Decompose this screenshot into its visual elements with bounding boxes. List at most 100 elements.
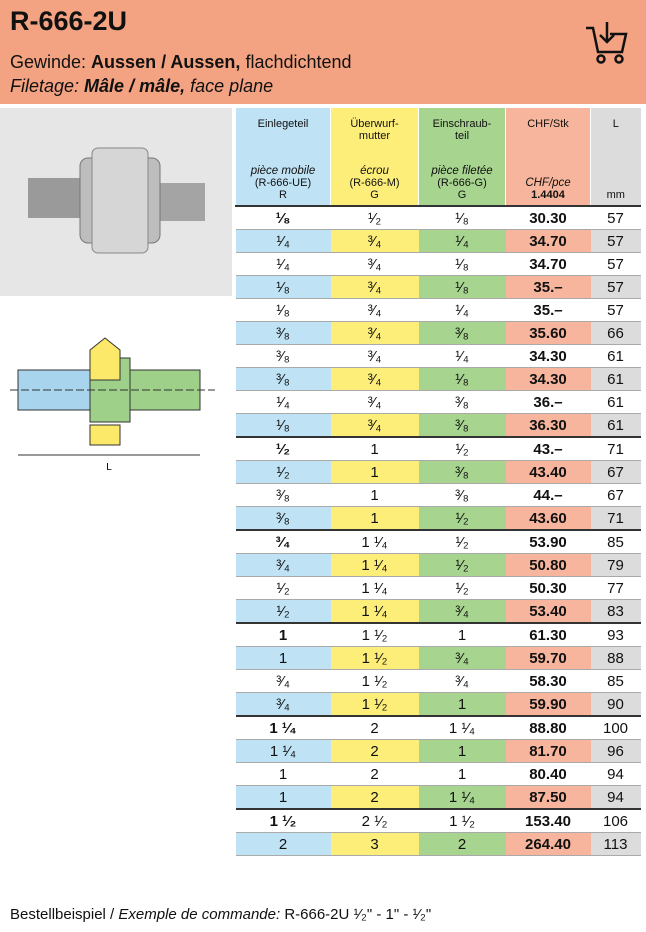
subtitle-de: Gewinde: Aussen / Aussen, flachdichtend: [10, 52, 352, 73]
table-cell: ³⁄₄: [418, 669, 506, 693]
text: R-666-2U: [280, 906, 354, 923]
table-cell: ³⁄₄: [330, 390, 419, 414]
text: Filetage:: [10, 76, 85, 96]
table-cell: 59.70: [505, 646, 591, 670]
column-unit: G: [370, 189, 379, 201]
table-cell: 36.30: [505, 413, 591, 438]
table-cell: 106: [590, 808, 641, 833]
table-cell: 1: [235, 622, 331, 647]
table-row: 2 3 2 264.40 113: [235, 832, 641, 856]
table-cell: 94: [590, 785, 641, 810]
table-cell: 57: [590, 252, 641, 276]
table-cell: ¹⁄₂: [235, 460, 331, 484]
header-bottom: pièce filetée (R-666-G) G: [420, 165, 506, 201]
column-title: L: [612, 118, 619, 130]
table-cell: ³⁄₄: [330, 298, 419, 322]
table-cell: ³⁄₄: [330, 321, 419, 345]
table-cell: 58.30: [505, 669, 591, 693]
table-cell: ³⁄₄: [330, 344, 419, 368]
text: Aussen / Aussen,: [91, 52, 241, 72]
table-cell: 35.60: [505, 321, 591, 345]
table-cell: 80.40: [505, 762, 591, 786]
table-row: ³⁄₄ 1 ¹⁄₂ ³⁄₄ 58.30 85: [235, 669, 641, 693]
table-cell: 35.–: [505, 298, 591, 322]
table-cell: 50.30: [505, 576, 591, 600]
table-cell: 1: [418, 692, 506, 717]
table-cell: 1: [330, 436, 419, 461]
text: Mâle / mâle,: [84, 76, 186, 96]
table-cell: 264.40: [505, 832, 591, 856]
header-top: CHF/Stk: [507, 118, 591, 130]
table-cell: ³⁄₈: [418, 390, 506, 414]
table-cell: 44.–: [505, 483, 591, 507]
header-cell: CHF/Stk CHF/pce 1.4404: [507, 108, 591, 205]
table-cell: ³⁄₈: [235, 321, 331, 345]
table-cell: ³⁄₄: [330, 252, 419, 276]
table-cell: 2: [330, 785, 419, 810]
table-cell: 3: [330, 832, 419, 856]
table-cell: ¹⁄₂: [418, 553, 506, 577]
table-cell: 93: [590, 622, 641, 647]
cart-icon[interactable]: [584, 18, 628, 66]
table-row: ¹⁄₂ 1 ¹⁄₄ ¹⁄₂ 50.30 77: [235, 576, 641, 600]
table-row: ¹⁄₈ ¹⁄₂ ¹⁄₈ 30.30 57: [235, 205, 641, 230]
column-subtitle: pièce filetée: [431, 165, 493, 177]
table-cell: 94: [590, 762, 641, 786]
table-row: ¹⁄₂ 1 ³⁄₈ 43.40 67: [235, 460, 641, 484]
table-cell: 1 ¹⁄₄: [418, 715, 506, 740]
table-cell: 50.80: [505, 553, 591, 577]
header-top: Einschraub- teil: [420, 118, 506, 142]
table-cell: 1 ¹⁄₄: [330, 576, 419, 600]
table-cell: 1 ¹⁄₂: [330, 622, 419, 647]
table-cell: 83: [590, 599, 641, 624]
table-cell: 1: [418, 622, 506, 647]
table-cell: ³⁄₈: [235, 344, 331, 368]
table-cell: 1 ¹⁄₂: [330, 669, 419, 693]
table-cell: ³⁄₄: [330, 367, 419, 391]
table-cell: 88: [590, 646, 641, 670]
table-cell: 1 ¹⁄₂: [235, 808, 331, 833]
table-cell: ³⁄₄: [235, 529, 331, 554]
table-cell: 1 ¹⁄₄: [235, 715, 331, 740]
table-cell: 1: [418, 762, 506, 786]
table-cell: ³⁄₈: [418, 483, 506, 507]
table-cell: 1: [235, 762, 331, 786]
column-code: (R-666-M): [349, 177, 400, 189]
table-cell: 1 ¹⁄₄: [330, 553, 419, 577]
table-cell: 43.–: [505, 436, 591, 461]
text: Exemple de commande:: [118, 906, 281, 923]
header-bottom: pièce mobile (R-666-UE) R: [237, 165, 331, 201]
table-cell: ¹⁄₂: [418, 506, 506, 531]
header-cell: Überwurf- mutter écrou (R-666-M) G: [332, 108, 419, 205]
column-header: Überwurf- mutter écrou (R-666-M) G: [330, 108, 419, 206]
column-unit: 1.4404: [531, 189, 565, 201]
table-cell: 57: [590, 205, 641, 230]
column-code: (R-666-G): [437, 177, 487, 189]
table-cell: ¹⁄₂: [330, 205, 419, 230]
table-cell: 61: [590, 390, 641, 414]
table-cell: ¹⁄₄: [418, 229, 506, 253]
table-row: ³⁄₄ 1 ¹⁄₂ 1 59.90 90: [235, 692, 641, 717]
table-row: ¹⁄₄ ³⁄₄ ³⁄₈ 36.– 61: [235, 390, 641, 414]
table-cell: ³⁄₈: [418, 321, 506, 345]
table-cell: ³⁄₈: [418, 460, 506, 484]
table-cell: 66: [590, 321, 641, 345]
table-cell: 1 ¹⁄₂: [418, 808, 506, 833]
table-cell: 2: [418, 832, 506, 856]
column-header: CHF/Stk CHF/pce 1.4404: [505, 108, 591, 206]
table-row: 1 ¹⁄₂ 2 ¹⁄₂ 1 ¹⁄₂ 153.40 106: [235, 808, 641, 833]
table-cell: 1: [235, 785, 331, 810]
column-title: Überwurf- mutter: [350, 118, 399, 142]
column-title: CHF/Stk: [527, 118, 569, 130]
table-row: 1 ¹⁄₄ 2 1 81.70 96: [235, 739, 641, 763]
table-cell: 88.80: [505, 715, 591, 740]
price-table: Einlegeteil pièce mobile (R-666-UE) R Überwu…: [235, 108, 641, 856]
table-cell: 34.30: [505, 367, 591, 391]
table-cell: ³⁄₄: [235, 669, 331, 693]
table-row: ³⁄₈ ³⁄₄ ³⁄₈ 35.60 66: [235, 321, 641, 345]
